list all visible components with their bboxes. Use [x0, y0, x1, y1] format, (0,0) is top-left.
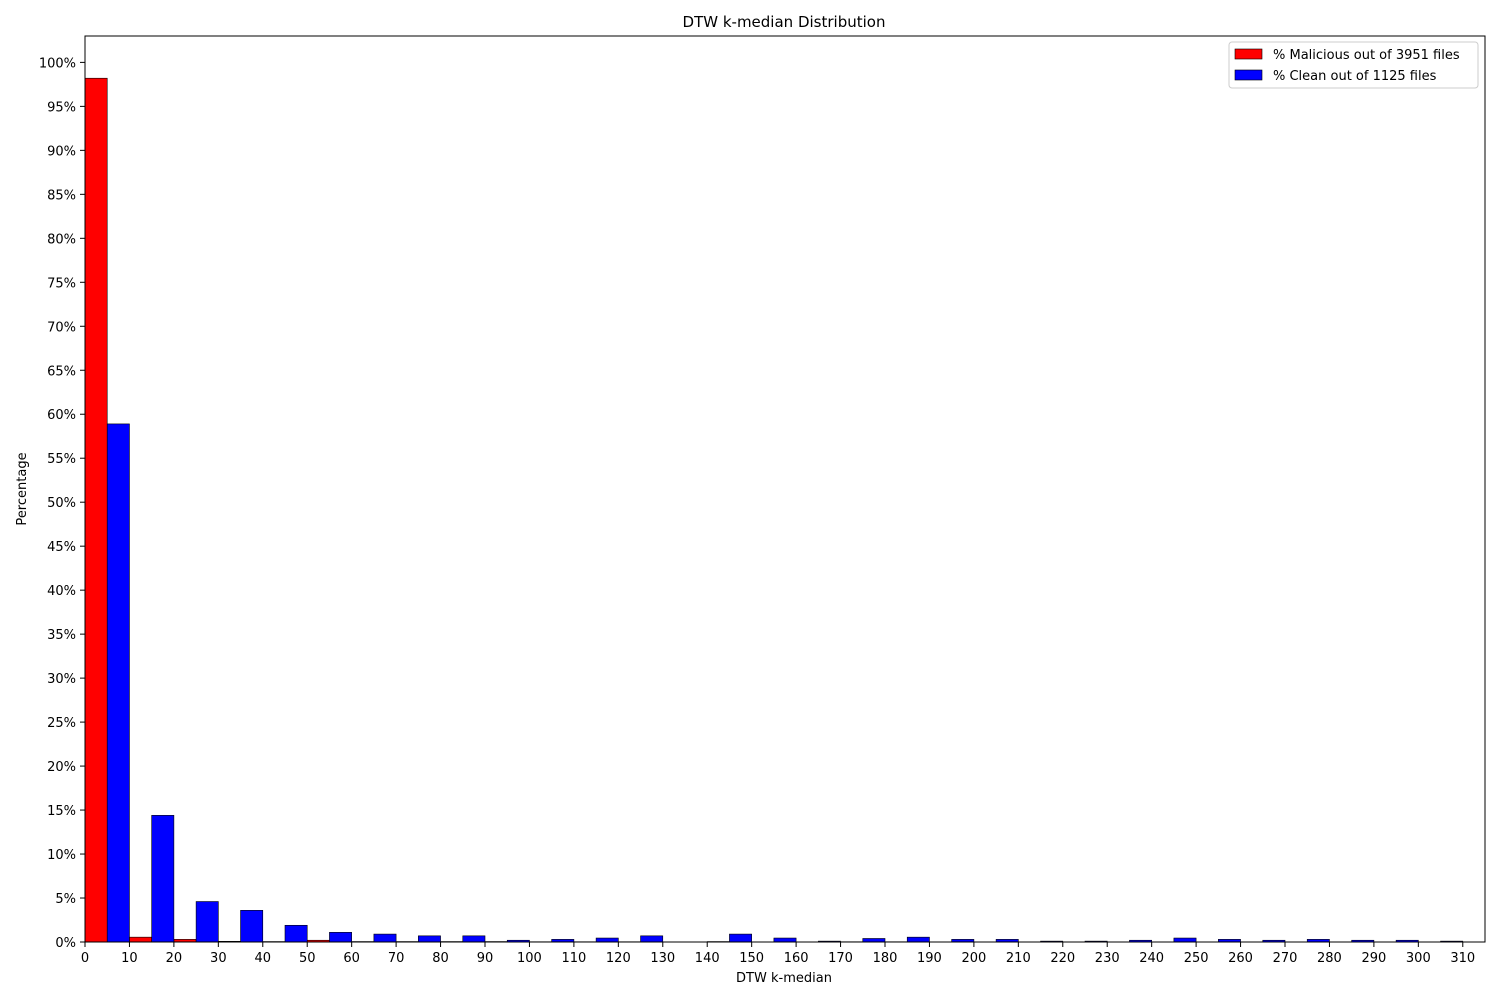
y-tick-label-90: 90% [47, 144, 76, 159]
y-tick-label-50: 50% [47, 496, 76, 511]
bar-clean-60 [373, 933, 397, 943]
bars-group [84, 77, 1464, 943]
x-tick-label-100: 100 [517, 951, 542, 966]
y-tick-label-20: 20% [47, 760, 76, 775]
bar-clean-170 [862, 938, 886, 943]
x-tick-label-80: 80 [432, 951, 449, 966]
x-tick-label-170: 170 [828, 951, 853, 966]
x-tick-label-210: 210 [1006, 951, 1031, 966]
bar-clean-20 [195, 901, 219, 943]
x-tick-label-130: 130 [650, 951, 675, 966]
x-tick-label-200: 200 [961, 951, 986, 966]
x-tick-label-190: 190 [917, 951, 942, 966]
y-tick-label-65: 65% [47, 364, 76, 379]
chart-title: DTW k-median Distribution [683, 13, 886, 31]
bar-clean-240 [1173, 937, 1197, 943]
x-tick-label-220: 220 [1050, 951, 1075, 966]
bar-malicious-0 [84, 77, 108, 943]
y-tick-label-60: 60% [47, 408, 76, 423]
x-tick-label-30: 30 [210, 951, 227, 966]
legend-label-clean: % Clean out of 1125 files [1273, 69, 1437, 84]
x-tick-label-180: 180 [873, 951, 898, 966]
legend-label-malicious: % Malicious out of 3951 files [1273, 48, 1460, 63]
x-tick-label-140: 140 [695, 951, 720, 966]
bar-clean-70 [418, 935, 441, 943]
x-tick-label-10: 10 [121, 951, 138, 966]
y-tick-label-45: 45% [47, 540, 76, 555]
y-tick-label-75: 75% [47, 276, 76, 291]
y-axis-ticks: 0% 5% 10% 15% 20% 25% 30% 35% 40% 45% 50% 55% 60% 65%… [39, 56, 85, 951]
bar-clean-120 [640, 935, 664, 943]
x-tick-label-40: 40 [255, 951, 272, 966]
y-tick-label-40: 40% [47, 584, 76, 599]
x-tick-label-70: 70 [388, 951, 405, 966]
bar-clean-0 [106, 423, 130, 943]
x-tick-label-300: 300 [1406, 951, 1431, 966]
y-tick-label-25: 25% [47, 716, 76, 731]
y-tick-label-35: 35% [47, 628, 76, 643]
x-tick-label-290: 290 [1361, 951, 1386, 966]
bar-clean-10 [151, 815, 175, 943]
x-tick-label-90: 90 [477, 951, 494, 966]
legend-swatch-clean [1234, 69, 1263, 81]
y-tick-label-55: 55% [47, 452, 76, 467]
x-tick-label-120: 120 [606, 951, 631, 966]
y-tick-label-95: 95% [47, 100, 76, 115]
bar-clean-80 [462, 935, 486, 943]
bar-clean-110 [595, 937, 619, 943]
y-axis-label: Percentage [15, 452, 30, 525]
legend-box [1228, 41, 1479, 89]
bar-malicious-10 [129, 936, 152, 943]
x-tick-label-280: 280 [1317, 951, 1342, 966]
legend: % Malicious out of 3951 files % Clean ou… [1228, 41, 1479, 89]
y-tick-label-5: 5% [55, 892, 76, 907]
y-tick-label-100: 100% [39, 56, 76, 71]
bar-clean-180 [906, 936, 930, 943]
x-tick-label-50: 50 [299, 951, 316, 966]
x-tick-label-20: 20 [166, 951, 183, 966]
x-tick-label-260: 260 [1228, 951, 1253, 966]
x-tick-label-230: 230 [1095, 951, 1120, 966]
legend-swatch-malicious [1234, 48, 1263, 60]
x-tick-label-270: 270 [1273, 951, 1298, 966]
x-tick-label-0: 0 [81, 951, 89, 966]
y-tick-label-85: 85% [47, 188, 76, 203]
x-tick-label-110: 110 [561, 951, 586, 966]
x-tick-label-150: 150 [739, 951, 764, 966]
x-tick-label-310: 310 [1450, 951, 1475, 966]
x-tick-label-60: 60 [343, 951, 360, 966]
x-axis-ticks: 0 10 20 30 40 50 60 70 80 90 100 110 120 130 140 150 160… [81, 942, 1475, 966]
bar-clean-40 [284, 924, 308, 943]
y-tick-label-10: 10% [47, 848, 76, 863]
y-tick-label-70: 70% [47, 320, 76, 335]
plot-frame [84, 35, 1486, 943]
y-tick-label-15: 15% [47, 804, 76, 819]
y-tick-label-0: 0% [55, 936, 76, 951]
x-tick-label-160: 160 [784, 951, 809, 966]
y-tick-label-80: 80% [47, 232, 76, 247]
x-tick-label-250: 250 [1184, 951, 1209, 966]
bar-clean-30 [240, 910, 264, 943]
bar-clean-140 [729, 933, 752, 943]
y-tick-label-30: 30% [47, 672, 76, 687]
bar-clean-150 [773, 937, 797, 943]
x-axis-label: DTW k-median [736, 971, 832, 986]
x-tick-label-240: 240 [1139, 951, 1164, 966]
bar-clean-50 [329, 932, 352, 943]
